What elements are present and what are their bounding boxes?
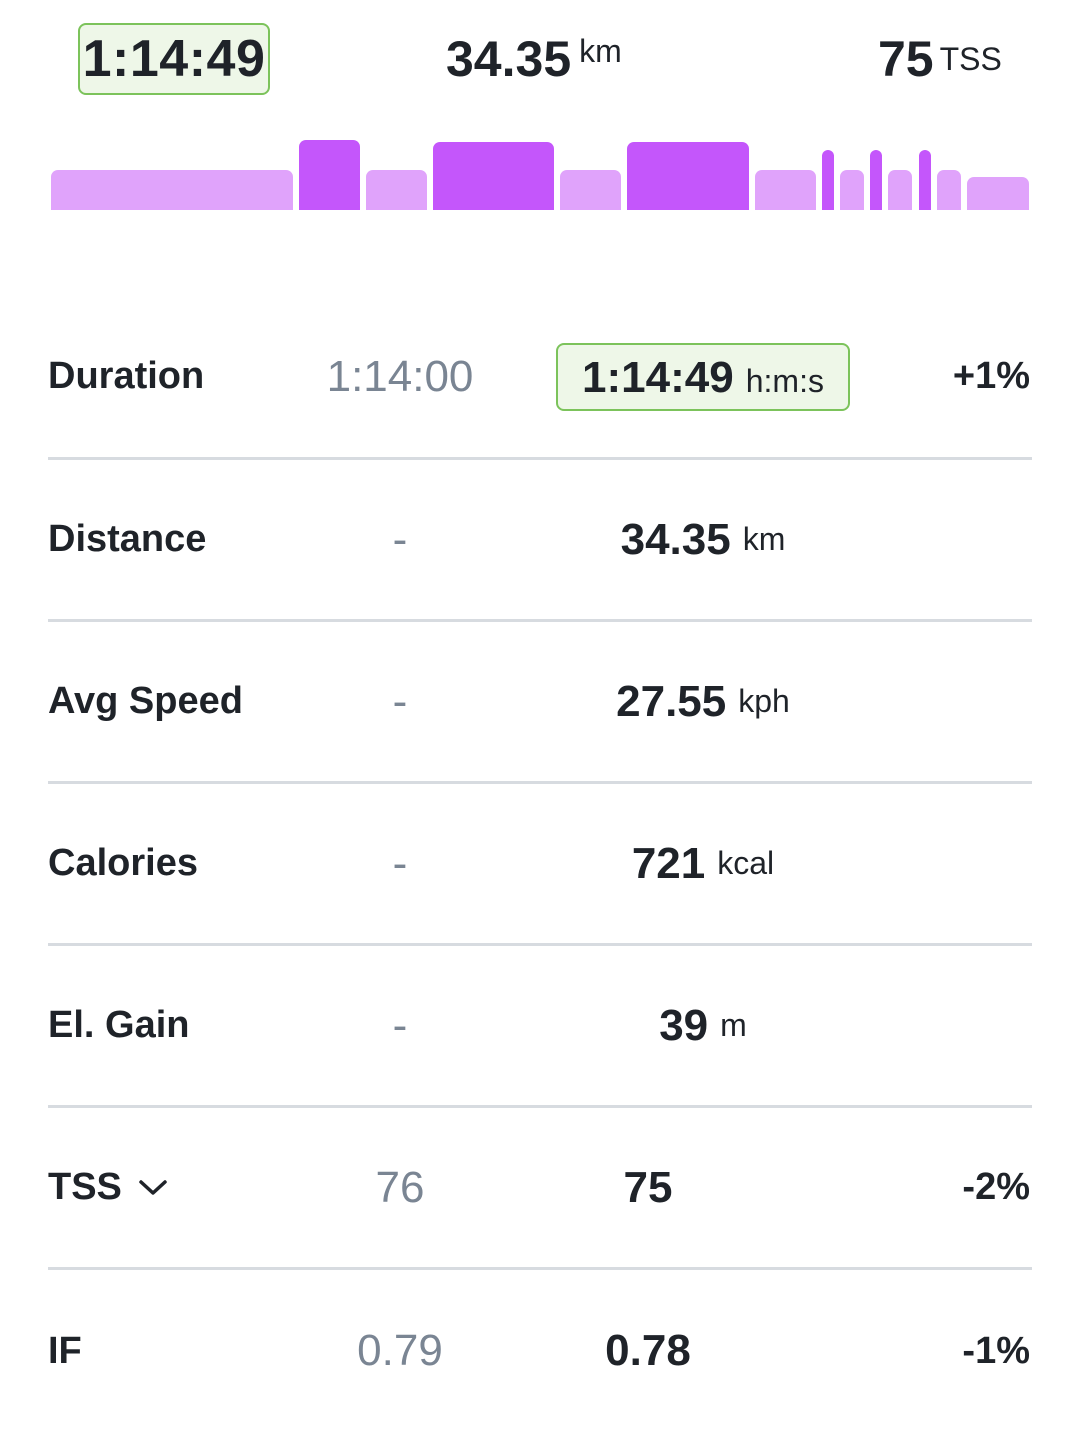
tss-summary-unit: TSS (939, 41, 1002, 77)
interval-bar (560, 170, 621, 210)
interval-bar (919, 150, 931, 210)
interval-bar (840, 170, 864, 210)
planned-value: 76 (375, 1162, 425, 1212)
duration-summary-value: 1:14:49 (82, 30, 266, 88)
metric-row-distance: Distance - 34.35 km (48, 460, 1032, 622)
interval-bar (822, 150, 834, 210)
compliance-percent: +1% (952, 355, 1030, 397)
completed-cell: 34.35 km (548, 460, 858, 619)
completed-value: 721 (631, 838, 706, 888)
completed-unit: kph (738, 683, 790, 719)
completed-unit: m (720, 1007, 747, 1043)
planned-value: - (392, 838, 408, 888)
completed-value: 27.55 (616, 676, 727, 726)
interval-bar (967, 177, 1029, 210)
metric-label: Avg Speed (48, 680, 243, 722)
interval-bar (888, 170, 912, 210)
completed-value: 34.35 (620, 514, 731, 564)
planned-value: 0.79 (357, 1326, 443, 1375)
completed-cell: 27.55 kph (548, 622, 858, 781)
distance-summary-unit: km (579, 33, 622, 69)
metric-row-if: IF 0.79 0.78 -1% (48, 1270, 1032, 1432)
metric-row-tss[interactable]: TSS 76 75 -2% (48, 1108, 1032, 1270)
planned-value: - (392, 514, 408, 564)
completed-value: 1:14:49 (582, 352, 734, 402)
completed-cell: 0.78 (498, 1270, 798, 1432)
completed-value: 75 (623, 1162, 673, 1212)
duration-summary-badge: 1:14:49 (78, 23, 270, 95)
interval-bar (433, 142, 554, 210)
metric-label: Duration (48, 355, 205, 397)
interval-bar (366, 170, 427, 210)
workout-summary: 1:14:49 34.35 km 75 TSS (0, 0, 1080, 110)
metrics-table: Duration 1:14:00 1:14:49 h:m:s +1% Dista… (48, 296, 1032, 1432)
planned-value: 1:14:00 (326, 351, 474, 401)
interval-bar (51, 170, 293, 210)
planned-value: - (392, 676, 408, 726)
distance-summary-value: 34.35 (446, 31, 572, 87)
completed-cell: 75 (498, 1108, 798, 1267)
metric-row-calories: Calories - 721 kcal (48, 784, 1032, 946)
interval-bar (755, 170, 816, 210)
interval-bar (870, 150, 882, 210)
completed-value: 39 (659, 1000, 709, 1050)
completed-unit: h:m:s (745, 362, 824, 399)
completed-cell: 721 kcal (548, 784, 858, 943)
distance-summary: 34.35 km (446, 30, 622, 102)
metric-row-avg-speed: Avg Speed - 27.55 kph (48, 622, 1032, 784)
completed-unit: kcal (717, 845, 775, 881)
interval-bar (627, 142, 749, 210)
metric-label: Distance (48, 518, 207, 560)
planned-value: - (392, 1000, 408, 1050)
compliance-percent: -2% (962, 1166, 1030, 1208)
completed-value: 0.78 (605, 1326, 691, 1375)
metric-row-elevation-gain: El. Gain - 39 m (48, 946, 1032, 1108)
chevron-down-icon[interactable] (138, 1178, 168, 1198)
interval-bar (299, 140, 360, 210)
interval-bar (937, 170, 961, 210)
metric-row-duration: Duration 1:14:00 1:14:49 h:m:s +1% (48, 296, 1032, 460)
completed-cell: 39 m (548, 946, 858, 1105)
completed-cell: 1:14:49 h:m:s (548, 296, 858, 457)
tss-summary: 75 TSS (878, 30, 1002, 102)
metric-label: Calories (48, 842, 198, 884)
tss-metric-selector[interactable]: TSS (48, 1108, 168, 1267)
compliance-percent: -1% (962, 1329, 1030, 1372)
completed-duration-badge: 1:14:49 h:m:s (556, 342, 850, 411)
metric-label: IF (48, 1329, 82, 1372)
workout-structure-graph[interactable] (0, 120, 1080, 210)
completed-unit: km (742, 521, 786, 557)
tss-summary-value: 75 (878, 31, 934, 87)
metric-label: TSS (48, 1166, 122, 1208)
metric-label: El. Gain (48, 1004, 190, 1046)
